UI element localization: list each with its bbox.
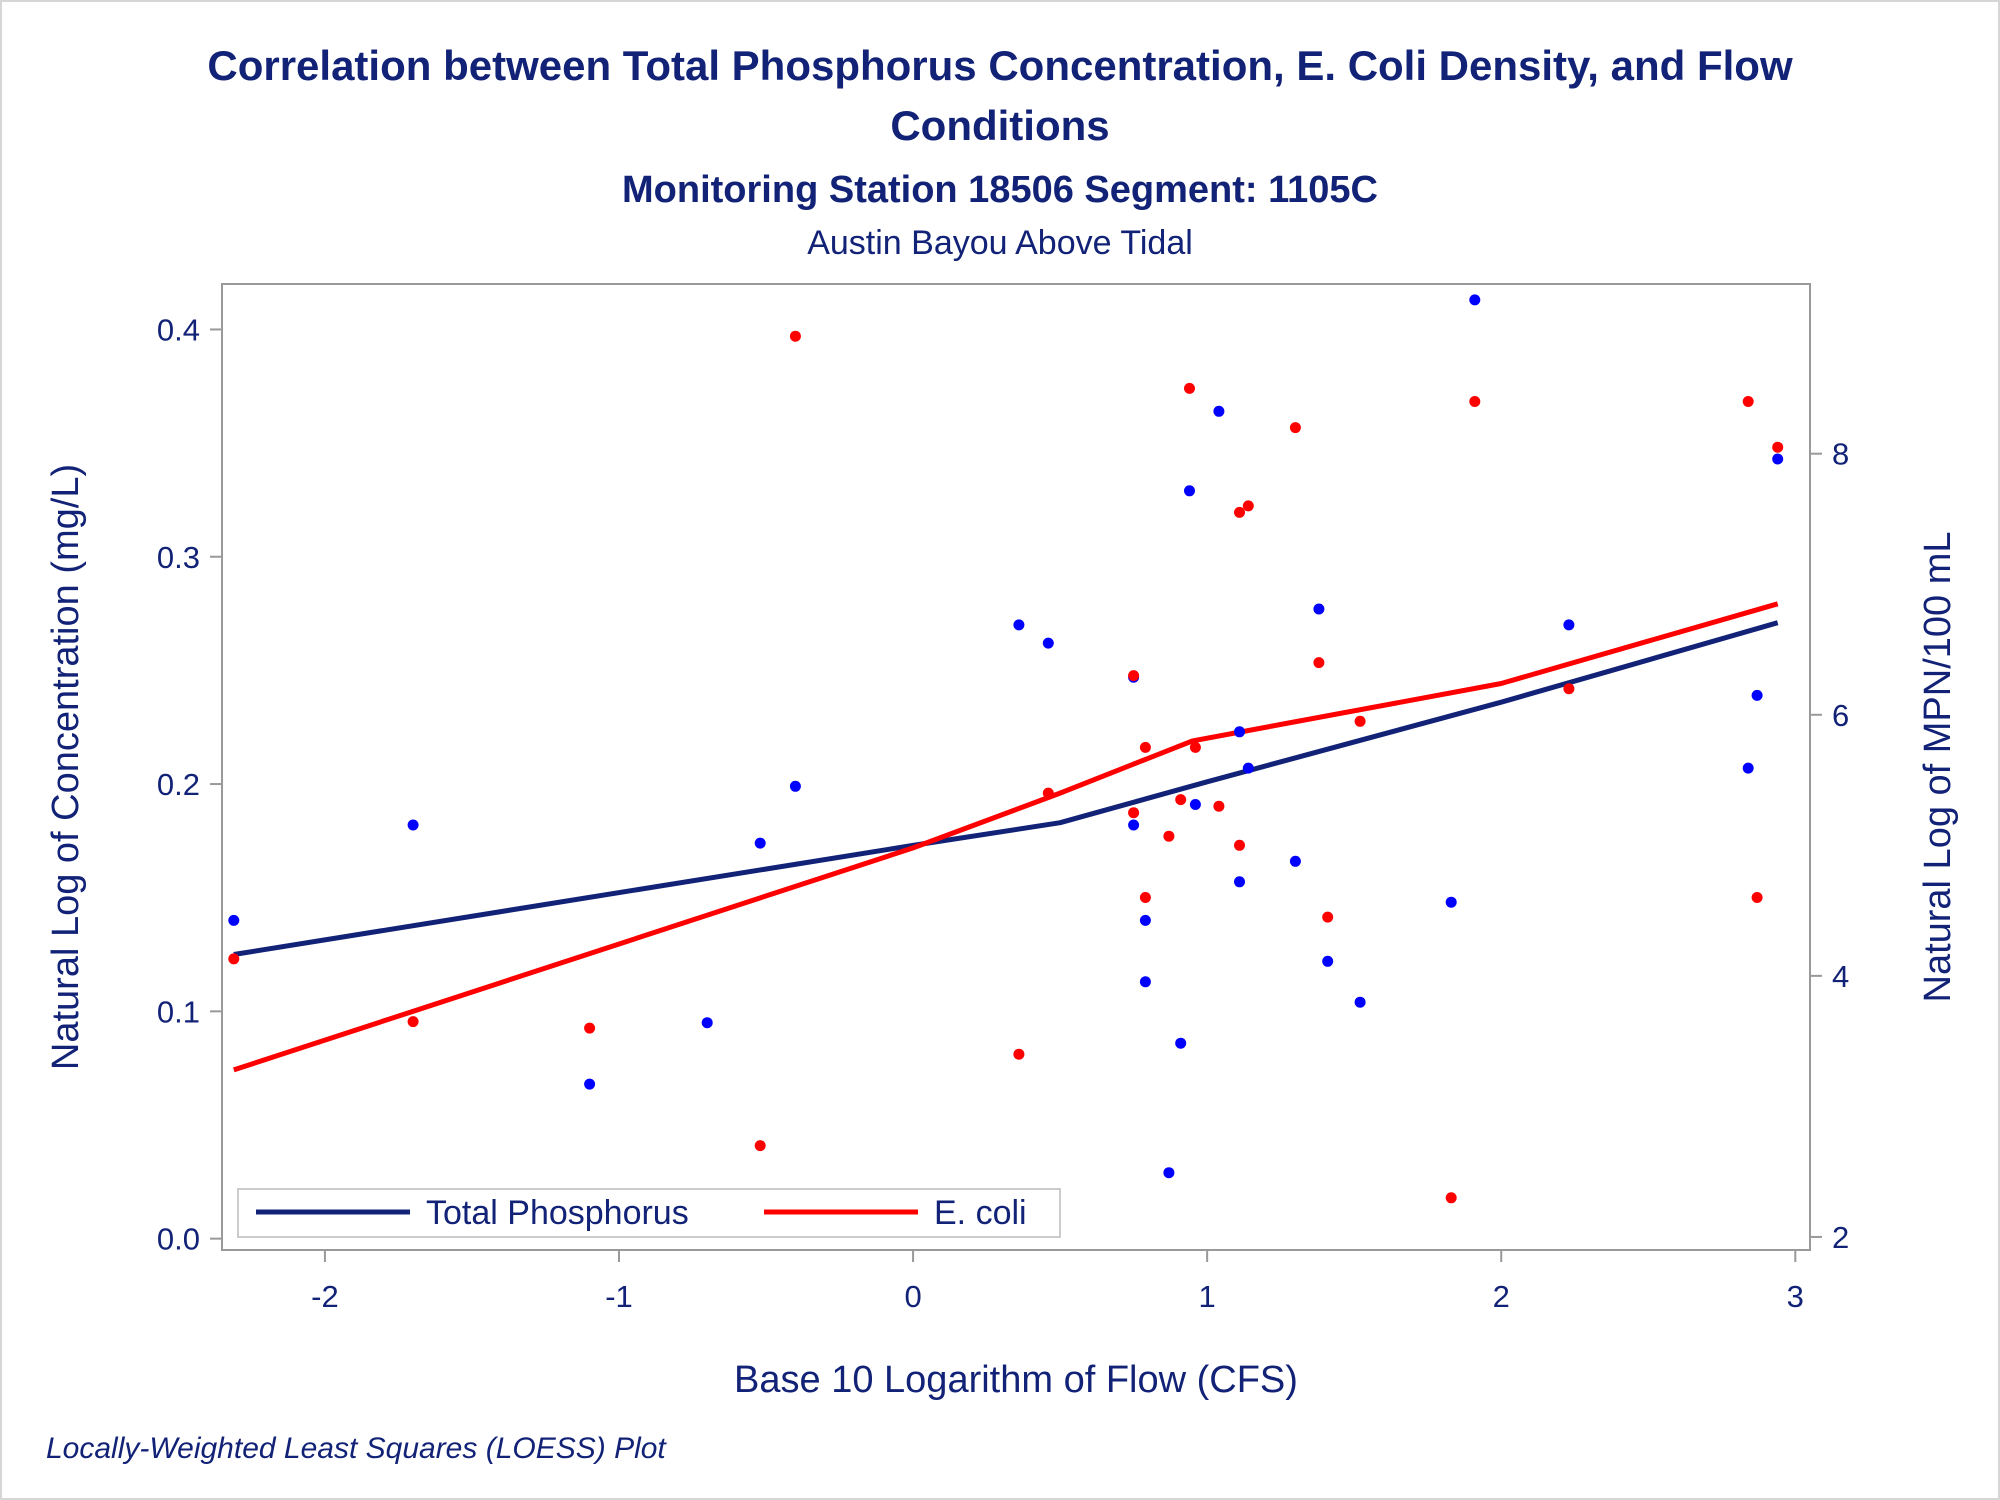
x-tick-label: 3 [1787, 1279, 1804, 1314]
data-point-ecoli [1354, 715, 1366, 727]
data-point-ecoli [1128, 670, 1140, 682]
data-point-ecoli [1469, 396, 1481, 407]
data-point-ecoli [1234, 506, 1245, 518]
data-point-phosphorus [1189, 799, 1201, 810]
data-point-phosphorus [1234, 876, 1245, 888]
legend-label-phosphorus: Total Phosphorus [426, 1194, 689, 1232]
data-point-ecoli [754, 1140, 766, 1152]
x-tick-label: -1 [605, 1279, 633, 1314]
data-point-ecoli [1751, 892, 1763, 903]
y-tick-label: 0.3 [157, 540, 200, 575]
data-point-ecoli [1128, 807, 1140, 819]
x-tick-label: 1 [1199, 1279, 1216, 1314]
data-point-ecoli [1175, 794, 1187, 806]
y-axis-title: Natural Log of Concentration (mg/L) [45, 464, 87, 1070]
legend-label-ecoli: E. coli [934, 1194, 1027, 1232]
loess-line-ecoli [233, 601, 1779, 1073]
y-tick-label: 0.2 [157, 767, 200, 802]
y-tick-label: 0.0 [157, 1222, 200, 1257]
data-point-ecoli [1013, 1048, 1025, 1060]
data-point-phosphorus [1213, 405, 1225, 417]
data-point-ecoli [228, 953, 240, 965]
data-point-ecoli [1289, 422, 1301, 434]
chart-title-line-2: Conditions [890, 102, 1109, 149]
legend: Total Phosphorus E. coli [237, 1188, 1061, 1238]
plot-area [221, 283, 1811, 1251]
data-point-phosphorus [1042, 637, 1054, 649]
y2-tick-label: 6 [1832, 698, 1849, 733]
data-point-phosphorus [228, 914, 240, 926]
data-point-phosphorus [1163, 1167, 1175, 1179]
data-point-ecoli [1313, 657, 1325, 669]
data-point-phosphorus [1013, 619, 1025, 631]
chart-subtitle-2: Austin Bayou Above Tidal [807, 224, 1193, 262]
data-point-phosphorus [1354, 996, 1366, 1008]
data-point-ecoli [584, 1022, 596, 1034]
data-point-ecoli [1139, 741, 1151, 753]
data-point-phosphorus [1175, 1037, 1187, 1049]
x-axis-title: Base 10 Logarithm of Flow (CFS) [734, 1359, 1298, 1401]
data-point-phosphorus [789, 780, 801, 792]
x-tick-label: 0 [904, 1279, 921, 1314]
data-point-phosphorus [1772, 453, 1784, 465]
y2-axis-title: Natural Log of MPN/100 mL [1917, 531, 1959, 1002]
data-point-phosphorus [1234, 726, 1245, 738]
y-tick-label: 0.1 [157, 994, 200, 1029]
data-point-phosphorus [584, 1078, 596, 1090]
data-point-phosphorus [1184, 485, 1195, 497]
data-point-ecoli [1163, 830, 1175, 842]
data-point-ecoli [1445, 1192, 1457, 1204]
data-point-phosphorus [1289, 855, 1301, 867]
data-point-ecoli [1184, 382, 1195, 394]
data-point-phosphorus [1242, 762, 1254, 774]
x-tick-label: -2 [311, 1279, 339, 1314]
data-point-ecoli [1322, 911, 1334, 923]
y-tick-label: 0.4 [157, 312, 200, 347]
footnote: Locally-Weighted Least Squares (LOESS) P… [46, 1432, 667, 1465]
data-point-phosphorus [1139, 976, 1151, 988]
data-point-ecoli [789, 330, 801, 342]
data-point-ecoli [1242, 500, 1254, 512]
data-point-phosphorus [1742, 762, 1754, 774]
chart-subtitle: Monitoring Station 18506 Segment: 1105C [622, 169, 1378, 211]
data-point-ecoli [1189, 741, 1201, 753]
data-point-ecoli [1042, 787, 1054, 799]
loess-lines [233, 601, 1779, 1073]
data-points [228, 294, 1784, 1204]
data-point-phosphorus [1751, 689, 1763, 701]
data-point-phosphorus [1128, 819, 1140, 831]
y2-tick-label: 4 [1832, 959, 1849, 994]
loess-line-phosphorus [233, 620, 1779, 957]
data-point-phosphorus [1469, 294, 1481, 306]
data-point-ecoli [1213, 800, 1225, 812]
data-point-phosphorus [1563, 619, 1575, 631]
x-tick-label: 2 [1493, 1279, 1510, 1314]
data-point-ecoli [1139, 892, 1151, 903]
data-point-phosphorus [1445, 896, 1457, 908]
y2-tick-label: 2 [1832, 1220, 1849, 1255]
data-point-ecoli [1742, 396, 1754, 407]
data-point-phosphorus [407, 819, 419, 831]
y2-tick-label: 8 [1832, 437, 1849, 472]
data-point-phosphorus [1322, 955, 1334, 967]
data-point-phosphorus [754, 837, 766, 849]
data-point-phosphorus [1313, 603, 1325, 615]
data-point-phosphorus [1139, 914, 1151, 926]
data-point-ecoli [1234, 839, 1245, 851]
data-point-ecoli [1772, 441, 1784, 453]
data-point-phosphorus [701, 1017, 713, 1029]
data-point-ecoli [1563, 683, 1575, 695]
data-point-ecoli [407, 1016, 419, 1028]
chart-title-line-1: Correlation between Total Phosphorus Con… [207, 42, 1793, 89]
